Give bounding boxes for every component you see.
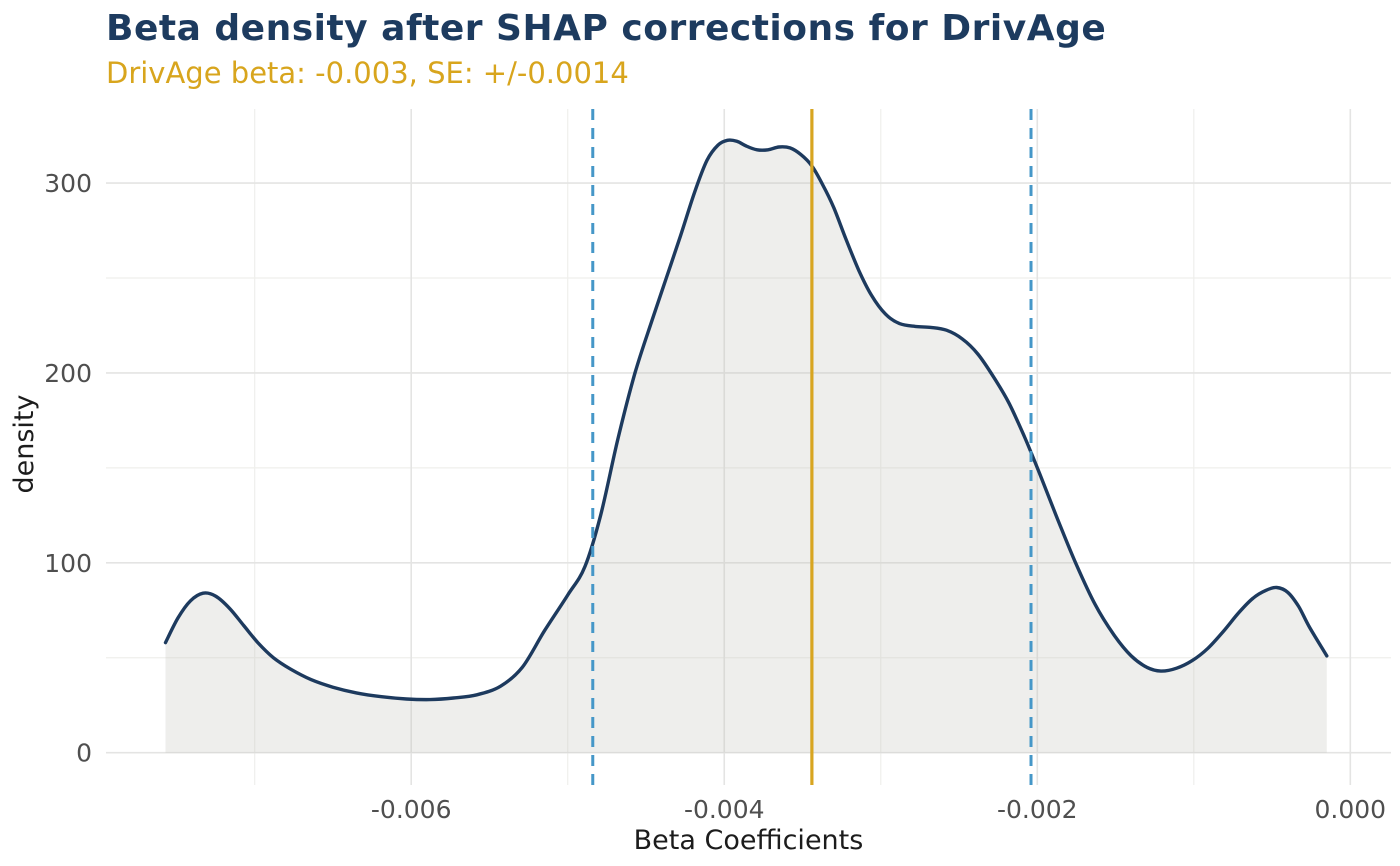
density-area xyxy=(165,140,1327,753)
chart-title: Beta density after SHAP corrections for … xyxy=(106,8,1107,49)
y-tick-label: 300 xyxy=(44,169,92,198)
x-axis-title: Beta Coefficients xyxy=(633,825,864,856)
y-tick-label: 0 xyxy=(76,739,92,768)
y-tick-label: 100 xyxy=(44,549,92,578)
x-tick-label: 0.000 xyxy=(1315,795,1387,824)
x-tick-label: -0.006 xyxy=(371,795,452,824)
chart-subtitle: DrivAge beta: -0.003, SE: +/-0.0014 xyxy=(106,56,629,90)
y-axis-title: density xyxy=(9,394,40,494)
y-tick-label: 200 xyxy=(44,359,92,388)
x-tick-label: -0.002 xyxy=(997,795,1078,824)
density-curve xyxy=(163,138,1329,702)
x-tick-label: -0.004 xyxy=(684,795,765,824)
